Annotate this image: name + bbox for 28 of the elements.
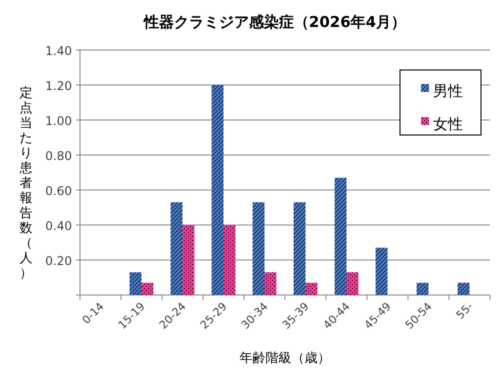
legend-label: 女性 [433,115,463,133]
x-axis-title: 年齢階級（歳） [240,351,330,366]
bar [334,178,346,295]
y-tick-label: 0.80 [45,149,72,163]
bar [130,272,142,295]
bar [346,272,358,295]
bar [294,202,306,295]
y-tick-label: 0.40 [45,219,72,233]
bar [224,225,236,295]
bar [306,282,318,295]
bar [376,248,388,295]
bar [252,202,264,295]
bar [264,272,276,295]
y-tick-label: 0.60 [45,184,72,198]
x-tick-label: 55- [454,300,476,322]
legend-label: 男性 [433,82,463,100]
bar [182,225,194,295]
bar [170,202,182,295]
bar [416,282,428,295]
bar [142,282,154,295]
y-tick-label: 0.20 [45,254,72,268]
chart-title: 性器クラミジア感染症（2026年4月） [142,13,406,31]
bar [458,282,470,295]
y-axis-title: 定点当たり患者報告数（人） [20,86,32,281]
bar [212,85,224,295]
y-tick-label: 1.00 [45,114,72,128]
y-tick-label: 1.20 [45,79,72,93]
y-tick-label: 1.40 [45,44,72,58]
